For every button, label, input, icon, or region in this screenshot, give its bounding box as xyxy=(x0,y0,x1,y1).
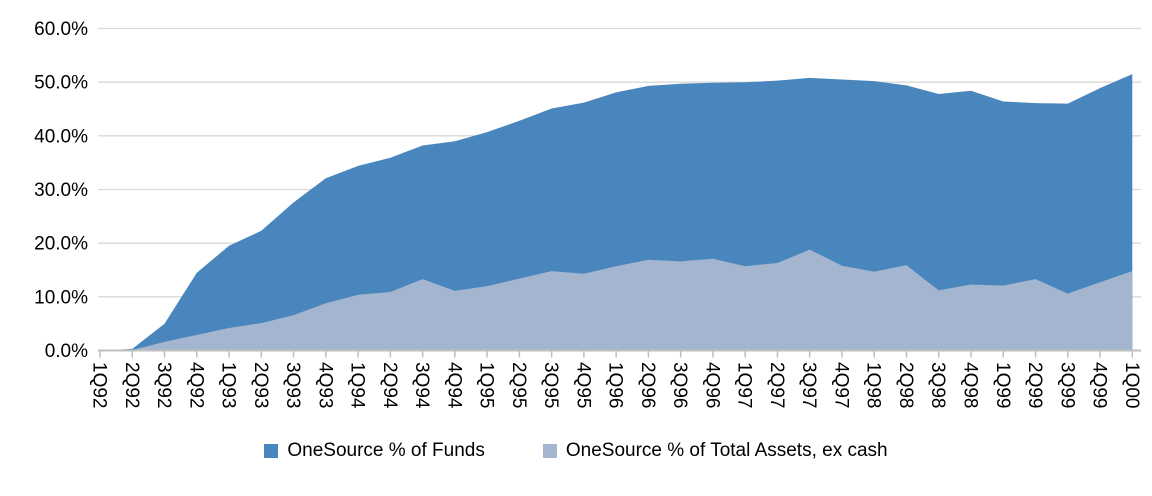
x-axis-label: 3Q93 xyxy=(282,362,303,408)
chart-legend: OneSource % of Funds OneSource % of Tota… xyxy=(0,436,1152,466)
total-assets-series-swatch-icon xyxy=(542,444,557,458)
legend-item-funds: OneSource % of Funds xyxy=(264,440,485,462)
x-axis-label: 3Q98 xyxy=(927,362,948,408)
y-axis-label: 40.0% xyxy=(34,126,88,147)
x-axis-label: 2Q99 xyxy=(1024,362,1045,408)
x-axis-label: 3Q92 xyxy=(153,362,174,408)
x-axis-label: 1Q95 xyxy=(476,362,497,408)
x-axis-label: 1Q94 xyxy=(347,362,368,409)
x-axis-label: 1Q98 xyxy=(863,362,884,408)
x-axis-label: 4Q92 xyxy=(185,362,206,408)
x-axis-label: 2Q92 xyxy=(121,362,142,408)
y-axis-label: 50.0% xyxy=(34,73,88,94)
area-chart: 0.0% 10.0% 20.0% 30.0% 40.0% 50.0% 60.0% 1Q92 2Q… xyxy=(34,19,1142,409)
x-axis-label: 3Q96 xyxy=(669,362,690,408)
x-axis-label: 2Q95 xyxy=(508,362,529,408)
legend-label-total-assets: OneSource % of Total Assets, ex cash xyxy=(565,440,888,461)
x-axis-label: 1Q97 xyxy=(734,362,755,408)
y-axis-label: 60.0% xyxy=(34,19,88,40)
x-axis-label: 1Q96 xyxy=(605,362,626,408)
y-axis-label: 0.0% xyxy=(45,341,88,362)
x-axis-label: 1Q92 xyxy=(89,362,110,408)
x-axis-label: 2Q98 xyxy=(895,362,916,408)
x-axis-label: 4Q93 xyxy=(314,362,335,408)
x-axis-label: 1Q00 xyxy=(1121,362,1142,408)
y-axis-label: 30.0% xyxy=(34,180,88,201)
legend-item-total-assets: OneSource % of Total Assets, ex cash xyxy=(542,440,888,462)
x-axis-label: 3Q95 xyxy=(540,362,561,408)
x-axis-label: 1Q99 xyxy=(992,362,1013,408)
x-axis-label: 3Q97 xyxy=(798,362,819,408)
x-axis-label: 3Q94 xyxy=(411,362,432,409)
x-axis-label: 2Q97 xyxy=(766,362,787,408)
y-axis-label: 10.0% xyxy=(34,287,88,308)
x-axis-label: 4Q98 xyxy=(960,362,981,408)
x-axis-label: 2Q96 xyxy=(637,362,658,408)
x-axis-label: 4Q99 xyxy=(1089,362,1110,408)
y-axis-label: 20.0% xyxy=(34,234,88,255)
x-axis-label: 2Q93 xyxy=(250,362,271,408)
x-axis-label: 2Q94 xyxy=(379,362,400,409)
x-axis-label: 4Q95 xyxy=(572,362,593,408)
x-axis-label: 4Q94 xyxy=(443,362,464,409)
funds-series-swatch-icon xyxy=(264,444,279,458)
x-axis-label: 4Q97 xyxy=(831,362,852,408)
x-axis-label: 3Q99 xyxy=(1056,362,1077,408)
x-axis-label: 1Q93 xyxy=(218,362,239,408)
legend-label-funds: OneSource % of Funds xyxy=(287,440,485,461)
area-series-total-assets xyxy=(100,249,1133,351)
x-axis-label: 4Q96 xyxy=(701,362,722,408)
